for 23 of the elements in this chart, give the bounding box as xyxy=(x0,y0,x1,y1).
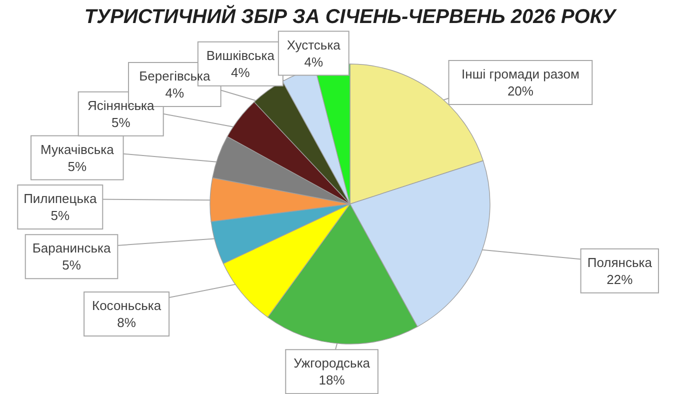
data-label: 5% xyxy=(111,114,131,130)
slice-label: Ужгородська xyxy=(294,356,371,371)
data-label: 5% xyxy=(68,158,87,174)
data-label: 4% xyxy=(231,64,250,80)
slice-label: Хустська xyxy=(286,37,342,52)
data-label: 5% xyxy=(62,258,82,273)
slice-label: Полянська xyxy=(587,254,653,270)
slice-label: Берегівська xyxy=(139,68,211,84)
slice-label: Вишківська xyxy=(206,48,276,63)
data-label: 5% xyxy=(50,208,70,223)
slice-label: Косоньська xyxy=(92,298,162,313)
slice-label: Баранинська xyxy=(32,240,112,256)
data-label: 22% xyxy=(606,272,634,287)
data-label: 8% xyxy=(117,314,136,330)
chart-title: ТУРИСТИЧНИЙ ЗБІР ЗА СІЧЕНЬ-ЧЕРВЕНЬ 2026 РОКУ xyxy=(84,4,618,28)
data-label: 20% xyxy=(507,84,534,99)
slice-label: Інші громади разом xyxy=(462,66,580,82)
data-label: 4% xyxy=(165,86,184,101)
data-label: 18% xyxy=(318,372,346,388)
slice-label: Пилипецька xyxy=(24,190,98,206)
slice-label: Ясінянська xyxy=(88,98,155,113)
data-label: 4% xyxy=(304,54,324,70)
slice-label: Мукачівська xyxy=(40,142,115,157)
